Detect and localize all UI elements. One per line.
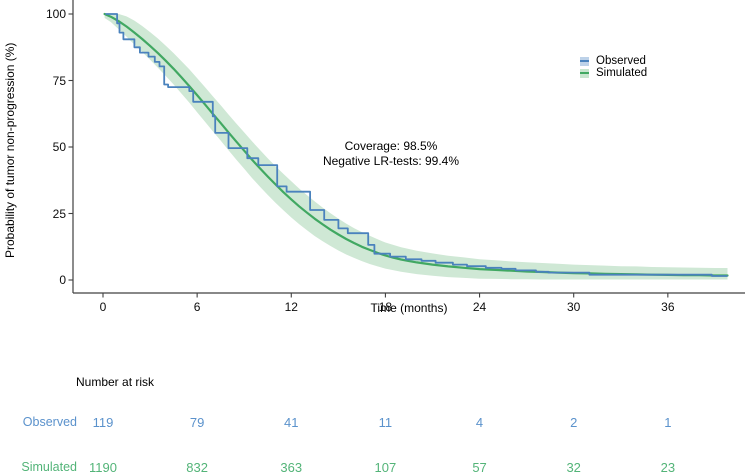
risk-value-simulated: 363 [280,460,303,475]
risk-value-observed: 79 [189,415,205,430]
x-tick-label: 6 [193,300,201,314]
y-tick-label: 50 [52,140,66,154]
lr-tests-line: Negative LR-tests: 99.4% [322,154,460,168]
survival-plot [68,0,745,298]
coverage-annotation: Coverage: 98.5% Negative LR-tests: 99.4% [296,139,486,169]
observed-key-icon [580,56,589,66]
risk-value-simulated: 23 [660,460,676,475]
x-tick-label: 0 [99,300,107,314]
x-tick-label: 36 [661,300,675,314]
legend-label-simulated: Simulated [596,67,648,79]
risk-value-simulated: 107 [374,460,397,475]
legend: Observed Simulated [580,55,647,79]
risk-value-simulated: 57 [472,460,487,475]
coverage-line: Coverage: 98.5% [344,139,438,153]
y-axis-title: Probability of tumor non-progression (%) [3,42,17,258]
risk-value-observed: 4 [475,415,484,430]
y-tick-label: 100 [45,7,66,21]
risk-table-title: Number at risk [76,375,155,389]
simulated-key-icon [580,68,589,78]
risk-value-observed: 119 [92,415,114,430]
risk-row-label-observed: Observed [22,415,77,429]
risk-value-simulated: 32 [566,460,581,475]
risk-row-label-simulated: Simulated [21,460,77,474]
x-axis-title: Time (months) [370,301,448,315]
risk-value-simulated: 1190 [89,460,117,475]
y-tick-label: 75 [52,73,66,88]
legend-label-observed: Observed [596,55,646,67]
risk-value-simulated: 832 [186,460,208,475]
risk-value-observed: 2 [570,415,578,430]
x-tick-label: 30 [567,300,581,314]
legend-row-observed: Observed [580,55,647,67]
y-tick-label: 25 [52,206,66,221]
y-tick-label: 0 [59,273,66,287]
x-tick-label: 12 [284,300,298,314]
observed-line [105,13,728,277]
legend-row-simulated: Simulated [580,67,647,79]
x-tick-label: 18 [378,300,393,314]
risk-value-observed: 11 [378,415,393,430]
risk-value-observed: 41 [284,415,299,430]
x-tick-label: 24 [472,300,487,314]
risk-value-observed: 1 [664,415,672,430]
